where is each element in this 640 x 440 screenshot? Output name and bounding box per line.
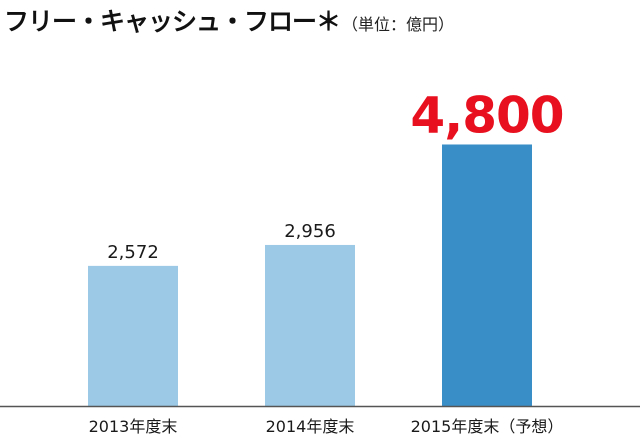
bar-3 [442,144,532,406]
unit-note: （単位：億円） [342,15,455,34]
value-labels-layer: 2,572 2,956 4,800 [107,86,564,263]
value-label-2: 2,956 [284,221,336,242]
bar-2 [265,244,355,406]
value-label-3: 4,800 [410,86,563,144]
chart-header: フリー・キャッシュ・フロー＊ （単位：億円） [4,2,454,42]
value-label-1: 2,572 [107,242,159,263]
category-labels-layer: 2013年度末 2014年度末 2015年度末（予想） [89,417,564,436]
bars-layer [88,144,532,406]
category-label-2: 2014年度末 [266,417,355,436]
category-label-1: 2013年度末 [89,417,178,436]
bar-1 [88,265,178,406]
chart-title: フリー・キャッシュ・フロー＊ [4,7,341,36]
category-label-3: 2015年度末（予想） [411,417,564,436]
